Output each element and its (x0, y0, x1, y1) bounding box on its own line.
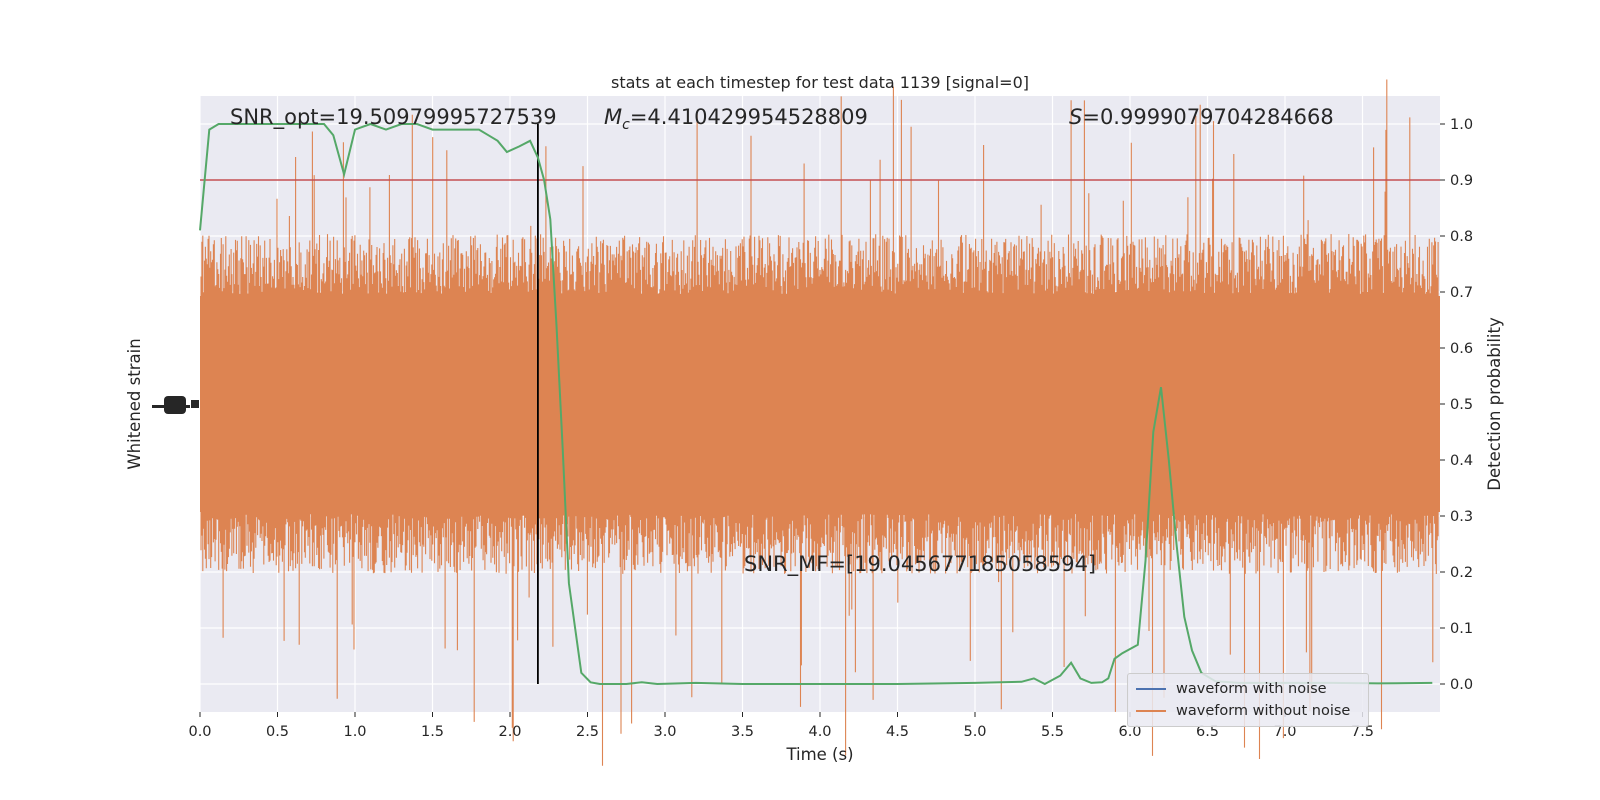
x-tick-label: 0.5 (266, 724, 289, 740)
x-tick-label: 4.0 (808, 724, 831, 740)
x-tick-label: 7.0 (1273, 724, 1296, 740)
legend-swatch-clean (1136, 710, 1166, 712)
overlap-annotation: S=0.9999079704284668 (1069, 105, 1334, 129)
y-tick-label: 0.9 (1450, 173, 1473, 189)
legend: waveform with noise waveform without noi… (1127, 673, 1369, 727)
chirp-mass-annotation: Mc=4.410429954528809 (604, 105, 868, 133)
lines (199, 122, 1440, 686)
left-axis-collapsed-ticks (152, 396, 199, 414)
ticks: 0.0 0.5 1.0 1.5 2.0 2.5 3.0 3.5 4.0 4.5 5.0 5.5 6.0 6… (188, 117, 1473, 740)
strain-spikes (200, 79, 1439, 766)
chirp-mass-symbol: M (604, 105, 622, 129)
y-tick-label: 0.0 (1450, 677, 1473, 693)
y-tick-label: 0.2 (1450, 565, 1473, 581)
y-tick-label: 0.3 (1450, 509, 1473, 525)
chart-title: stats at each timestep for test data 113… (611, 73, 1029, 92)
y-tick-label: 1.0 (1450, 117, 1473, 133)
legend-label-noise: waveform with noise (1176, 681, 1327, 697)
x-tick-label: 3.5 (731, 724, 754, 740)
chirp-mass-subscript: c (622, 117, 630, 133)
legend-swatch-noise (1136, 688, 1166, 690)
legend-label-clean: waveform without noise (1176, 703, 1351, 719)
x-tick-label: 6.5 (1196, 724, 1219, 740)
x-tick-label: 7.5 (1351, 724, 1374, 740)
y-tick-label: 0.4 (1450, 453, 1473, 469)
x-tick-label: 6.0 (1118, 724, 1141, 740)
snr-opt-annotation: SNR_opt=19.50979995727539 (230, 105, 557, 130)
x-tick-label: 1.5 (421, 724, 444, 740)
x-tick-label: 3.0 (653, 724, 676, 740)
legend-item-clean: waveform without noise (1136, 701, 1350, 721)
x-tick-label: 5.0 (963, 724, 986, 740)
strain-trace (200, 79, 1440, 766)
y-tick-label: 0.7 (1450, 285, 1473, 301)
legend-item-noise: waveform with noise (1136, 679, 1327, 699)
x-tick-label: 2.0 (498, 724, 521, 740)
y-tick-label: 0.1 (1450, 621, 1473, 637)
x-axis-label: Time (s) (785, 745, 853, 764)
x-tick-label: 2.5 (576, 724, 599, 740)
probability-line (199, 122, 1433, 686)
y-tick-label: 0.6 (1450, 341, 1473, 357)
y-tick-label: 0.5 (1450, 397, 1473, 413)
x-tick-label: 4.5 (886, 724, 909, 740)
y-tick-label: 0.8 (1450, 229, 1473, 245)
snr-mf-annotation: SNR_MF=[19.045677185058594] (744, 552, 1096, 577)
y-axis-right-label: Detection probability (1485, 317, 1504, 491)
overlap-symbol: S (1069, 105, 1082, 129)
x-tick-label: 1.0 (343, 724, 366, 740)
x-tick-label: 0.0 (188, 724, 211, 740)
y-axis-left-label: Whitened strain (125, 338, 144, 469)
overlap-value: =0.9999079704284668 (1082, 105, 1333, 129)
x-tick-label: 5.5 (1041, 724, 1064, 740)
chirp-mass-value: =4.410429954528809 (630, 105, 868, 129)
